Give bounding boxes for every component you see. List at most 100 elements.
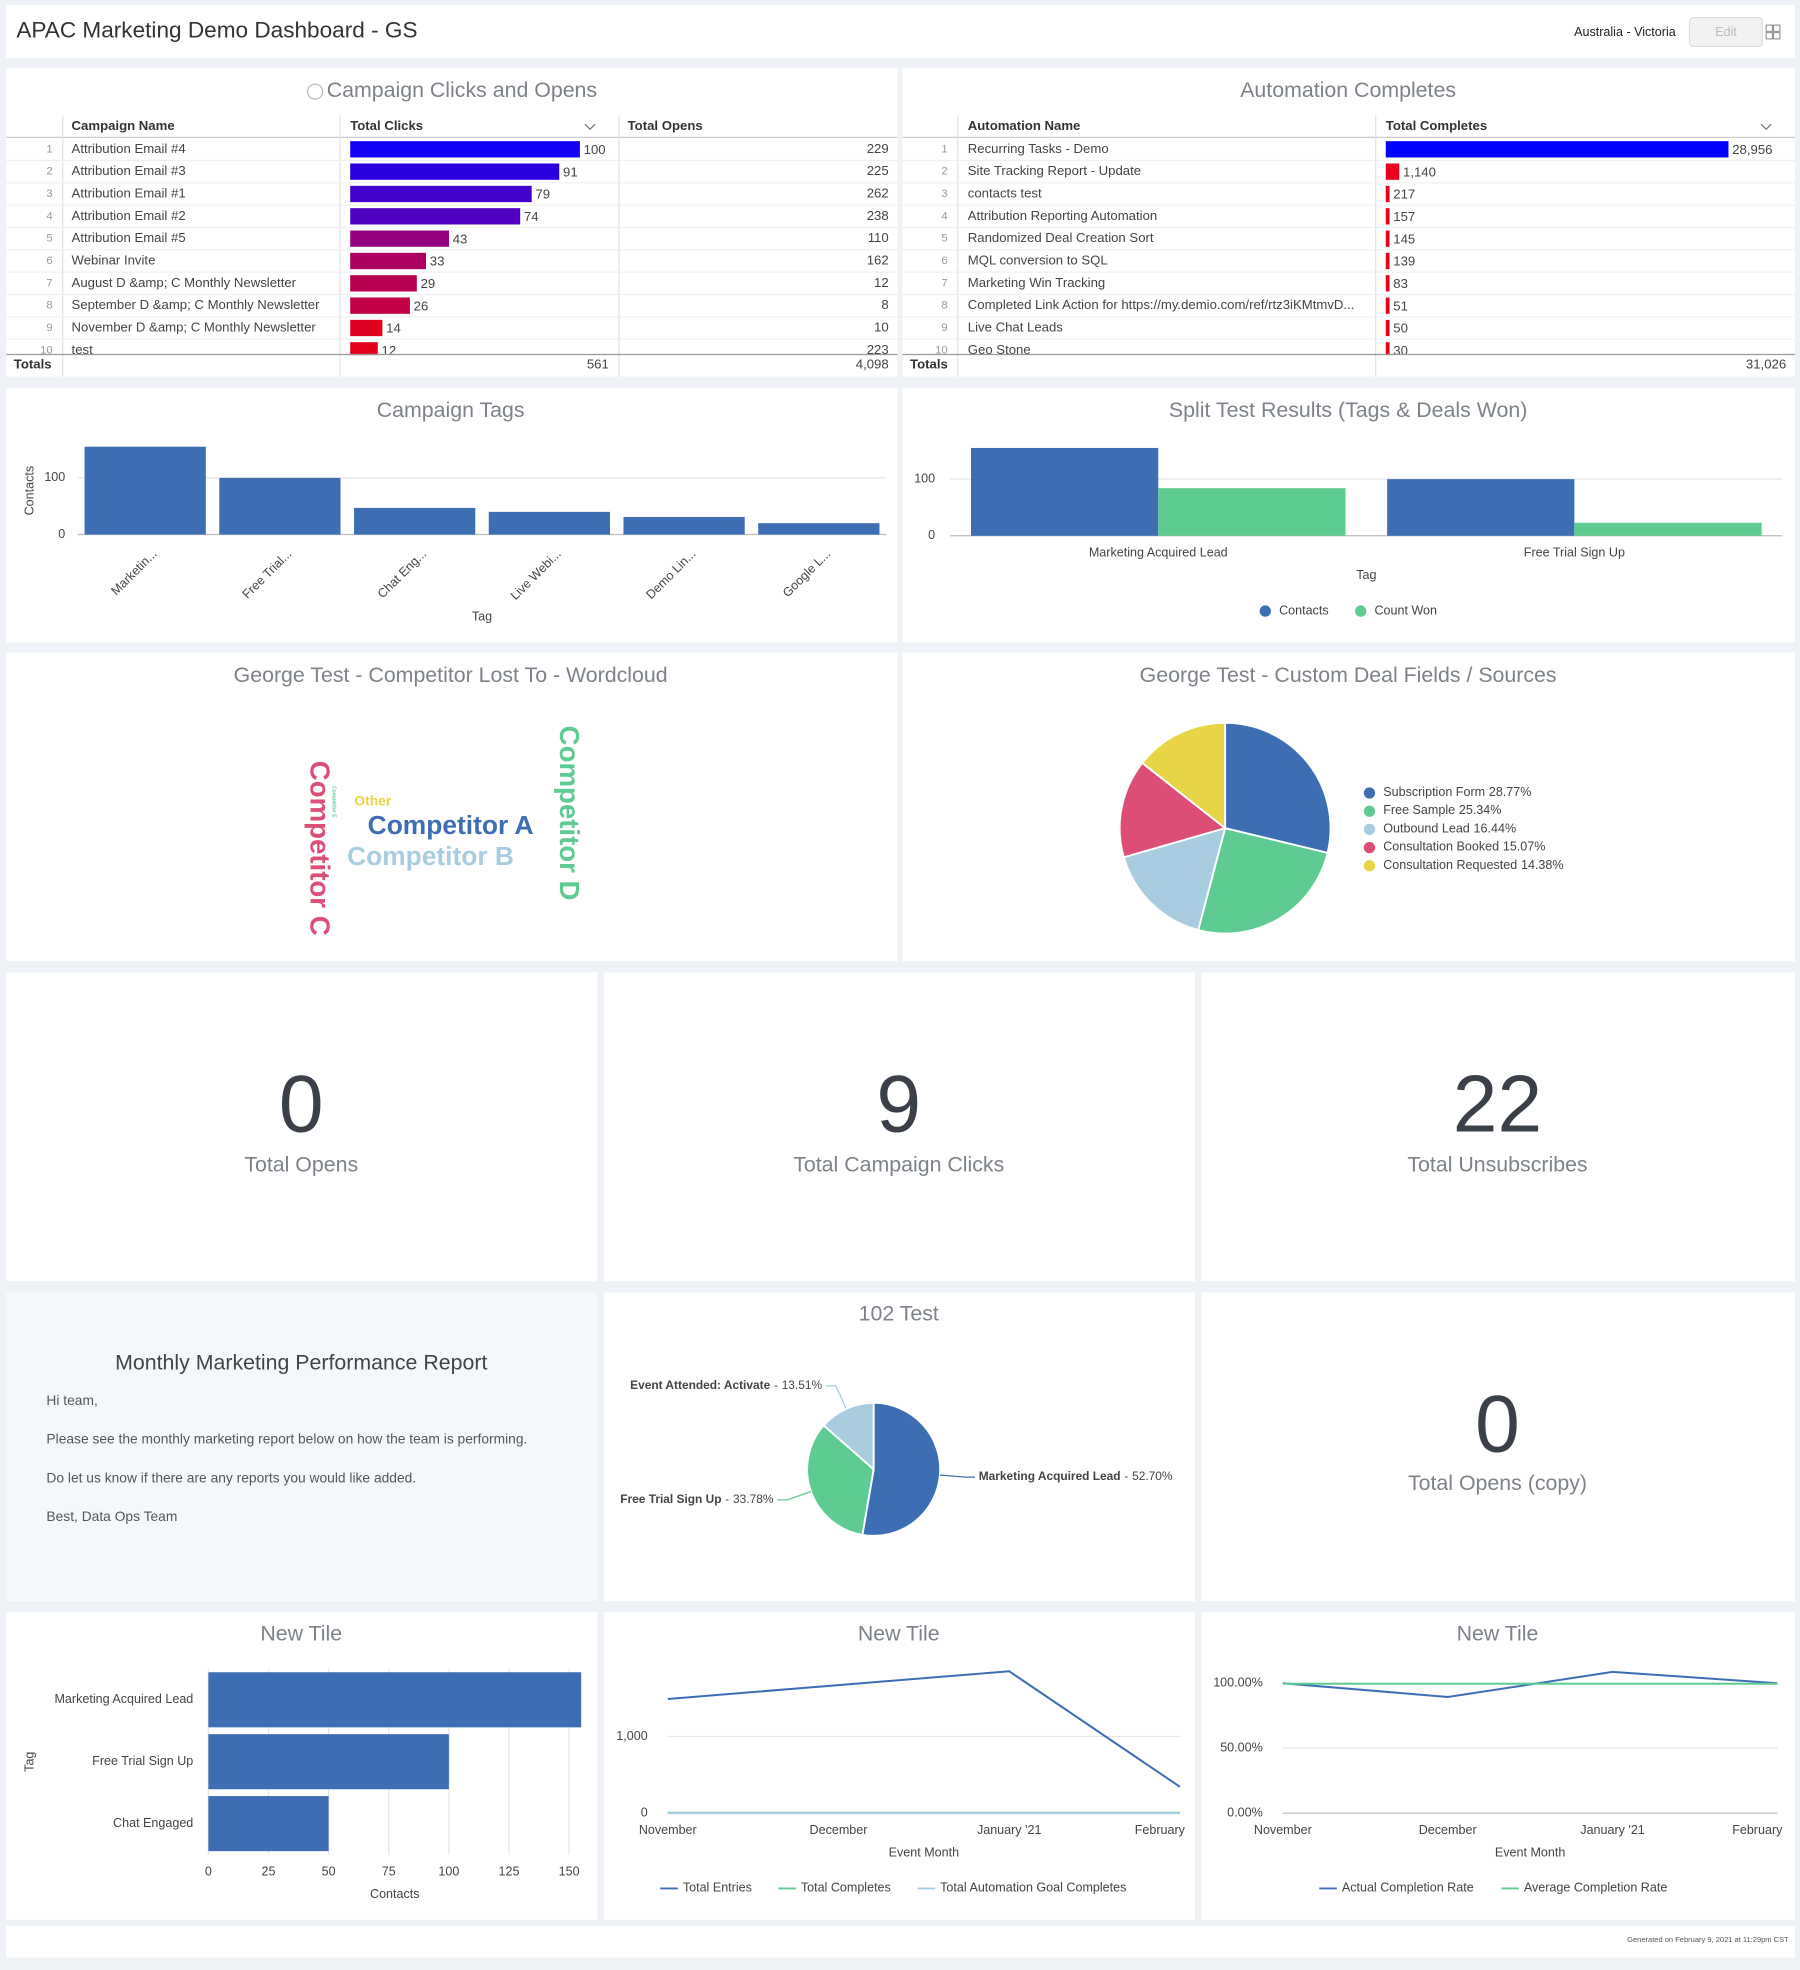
legend-label: Actual Completion Rate: [1342, 1881, 1474, 1895]
legend-label: Free Sample 25.34%: [1383, 804, 1501, 818]
bar-label: 79: [535, 187, 550, 202]
legend-marker: [1259, 605, 1271, 617]
word: Competitor B: [347, 841, 514, 871]
chart-title: Campaign Tags: [377, 398, 525, 422]
legend-name: Free Sample: [1383, 804, 1455, 818]
bar: [208, 1796, 329, 1852]
slice-name: Event Attended: Activate: [630, 1378, 770, 1392]
chart-title: New Tile: [260, 1622, 342, 1646]
x-tick-label: February: [1135, 1823, 1186, 1837]
table-bar: [350, 185, 532, 203]
table-bar: [1385, 230, 1390, 247]
legend-value: 16.44%: [1474, 822, 1517, 836]
table-bar: [1385, 319, 1390, 337]
bar: [488, 511, 610, 535]
bar-label: 30: [1393, 343, 1408, 358]
pie-slice: [861, 1401, 942, 1537]
row-name: Geo Stone: [968, 342, 1031, 357]
table-bar: [350, 275, 417, 292]
chart-title: Split Test Results (Tags & Deals Won): [1169, 398, 1527, 422]
slice-value: 52.70%: [1132, 1469, 1173, 1483]
table-bar: [1385, 141, 1729, 158]
grid-icon: [1765, 32, 1773, 40]
kpi-label: Total Campaign Clicks: [793, 1152, 1004, 1176]
tile: [902, 652, 1795, 962]
row-name: Attribution Email #2: [72, 208, 186, 223]
help-icon: [306, 83, 324, 100]
cell-value: 223: [867, 342, 889, 357]
bar: [971, 447, 1159, 536]
x-tick-label: 75: [382, 1864, 396, 1878]
kpi-value: 9: [876, 1060, 921, 1150]
pie-slice: [1118, 761, 1228, 859]
grid-icon: [1773, 24, 1781, 32]
row-number: 8: [941, 300, 947, 312]
legend-marker: [1355, 605, 1367, 617]
totals-label: Totals: [14, 357, 52, 372]
x-tick-label: Free Trial Sign Up: [1524, 546, 1625, 560]
x-axis-label: Tag: [472, 610, 492, 624]
cell-value: 162: [867, 252, 889, 267]
kpi-value: 0: [279, 1060, 324, 1150]
table-bar: [1385, 185, 1390, 203]
bar-label: 157: [1393, 209, 1415, 224]
bar-label: 12: [382, 343, 397, 358]
row-number: 3: [941, 188, 947, 200]
row-number: 6: [46, 255, 52, 267]
report-paragraph: Please see the monthly marketing report …: [46, 1432, 527, 1447]
table-bar: [1385, 342, 1390, 356]
tile: [6, 1926, 1795, 1958]
y-tick-label: Chat Engaged: [113, 1816, 193, 1830]
bar: [84, 446, 206, 535]
x-tick-label: 100: [438, 1864, 459, 1878]
row-number: 3: [46, 188, 52, 200]
bar: [219, 477, 341, 535]
cell-value: 110: [868, 230, 889, 245]
y-tick-label: 0.00%: [1227, 1805, 1263, 1819]
slice-separator: -: [774, 1378, 778, 1392]
x-tick-label: November: [1254, 1823, 1312, 1837]
y-tick-label: 0: [58, 527, 65, 541]
bar-label: 28,956: [1732, 142, 1772, 157]
column-header: Total Opens: [628, 118, 703, 133]
cell-value: 262: [867, 185, 889, 200]
cell-value: 12: [874, 275, 889, 290]
row-number: 1: [46, 143, 52, 155]
leader-line: [777, 1490, 812, 1501]
row-name: Attribution Email #4: [72, 141, 186, 156]
y-tick-label: 100: [914, 471, 935, 485]
legend-label: Count Won: [1374, 603, 1437, 617]
total-value: 561: [587, 357, 609, 372]
legend-label: Total Entries: [683, 1881, 752, 1895]
row-number: 2: [941, 166, 947, 178]
tile: [6, 652, 898, 962]
row-number: 4: [941, 210, 947, 222]
legend-marker: [1363, 805, 1376, 817]
bar-label: 83: [1393, 276, 1408, 291]
table-bar: [350, 252, 427, 270]
pie-slice: [822, 1401, 875, 1472]
totals-label: Totals: [910, 357, 948, 372]
legend-label: Consultation Requested 14.38%: [1383, 858, 1563, 872]
legend-marker: [1363, 841, 1376, 854]
chart-title: George Test - Competitor Lost To - Wordc…: [234, 663, 668, 687]
slice-name: Marketing Acquired Lead: [979, 1469, 1121, 1483]
legend-marker: [1363, 823, 1376, 836]
y-tick-label: Marketing Acquired Lead: [54, 1692, 193, 1706]
x-axis-label: Event Month: [889, 1846, 959, 1860]
row-name: September D &amp; C Monthly Newsletter: [72, 297, 321, 312]
x-tick-label: December: [810, 1823, 868, 1837]
report-title: Monthly Marketing Performance Report: [115, 1351, 487, 1375]
x-axis-label: Tag: [1356, 568, 1376, 582]
grid-icon: [1773, 32, 1781, 40]
legend-value: 15.07%: [1503, 840, 1546, 854]
x-tick-label: November: [639, 1823, 697, 1837]
tile: [1201, 972, 1795, 1282]
kpi-label: Total Opens: [244, 1152, 358, 1176]
row-name: Attribution Reporting Automation: [968, 208, 1157, 223]
x-axis-label: Event Month: [1495, 1846, 1565, 1860]
leader-line: [825, 1385, 847, 1410]
word: Competitor C: [304, 761, 335, 936]
column-header: Campaign Name: [72, 118, 175, 133]
